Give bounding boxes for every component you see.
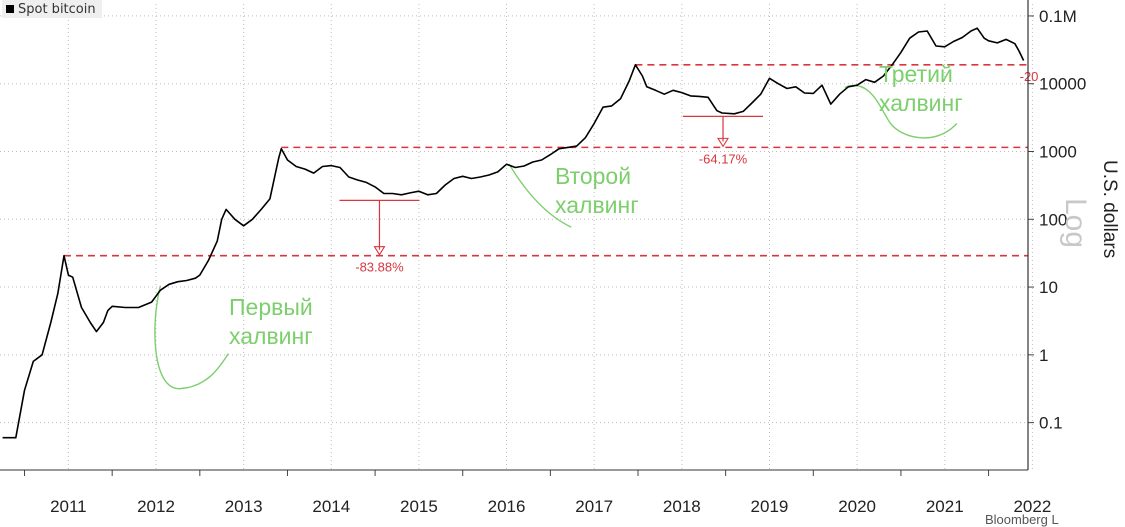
x-tick-label: 2015 [400, 497, 438, 516]
drawdown-markers: -83.88% -64.17% -20 [339, 69, 1038, 275]
x-tick-label: 2022 [1013, 497, 1051, 516]
drawdown-label: -20 [1020, 69, 1039, 84]
third-halving-pointer [844, 84, 958, 139]
grid-lines [0, 4, 1033, 470]
y-tick-label: 0.1M [1039, 7, 1077, 26]
third-halving-line-2: халвинг [879, 90, 963, 116]
y-tick-label: 0.1 [1039, 414, 1063, 433]
drawdown-arrow [373, 246, 386, 256]
x-tick-label: 2013 [225, 497, 263, 516]
third-halving-line-1: Третий [879, 61, 953, 87]
legend: Spot bitcoin [2, 0, 102, 18]
x-tick-label: 2011 [50, 497, 87, 516]
first-halving-annotation: Первый халвинг [229, 293, 313, 351]
second-halving-line-1: Второй [555, 163, 632, 189]
x-tick-label: 2017 [575, 497, 613, 516]
drawdown-label: -83.88% [355, 260, 404, 275]
y-tick-label: 10 [1039, 278, 1058, 297]
x-tick-label: 2021 [926, 497, 964, 516]
legend-swatch [6, 5, 14, 13]
x-tick-label: 2014 [312, 497, 350, 516]
reference-lines [63, 64, 1028, 257]
second-halving-annotation: Второй халвинг [555, 162, 639, 220]
third-halving-annotation: Третий халвинг [879, 60, 963, 118]
halving-callouts [154, 84, 958, 390]
price-series [2, 27, 1025, 439]
x-tick-label: 2020 [838, 497, 876, 516]
log-scale-watermark: Log [1059, 198, 1092, 249]
price-line [2, 27, 1025, 439]
drawdown-label: -64.17% [699, 151, 748, 166]
second-halving-line-2: халвинг [555, 192, 639, 218]
first-halving-line-1: Первый [229, 294, 313, 320]
source-credit: Bloomberg L [985, 512, 1059, 527]
y-tick-label: 100 [1039, 210, 1067, 229]
x-tick-label: 2012 [137, 497, 175, 516]
axes: 0.1 1 10 100 1000 10000 0.1M 2011 2012 2013 2014 20… [0, 0, 1086, 516]
x-tick-label: 2019 [751, 497, 789, 516]
second-halving-pointer [508, 163, 572, 228]
y-tick-label: 1000 [1039, 142, 1077, 161]
legend-label: Spot bitcoin [18, 1, 96, 17]
y-tick-label: 1 [1039, 346, 1048, 365]
x-tick-label: 2018 [663, 497, 701, 516]
y-tick-label: 10000 [1039, 75, 1086, 94]
drawdown-arrow [717, 137, 730, 148]
first-halving-line-2: халвинг [229, 323, 313, 349]
x-tick-label: 2016 [488, 497, 526, 516]
first-halving-pointer [154, 285, 229, 390]
y-axis-label: U.S. dollars [1099, 160, 1120, 259]
